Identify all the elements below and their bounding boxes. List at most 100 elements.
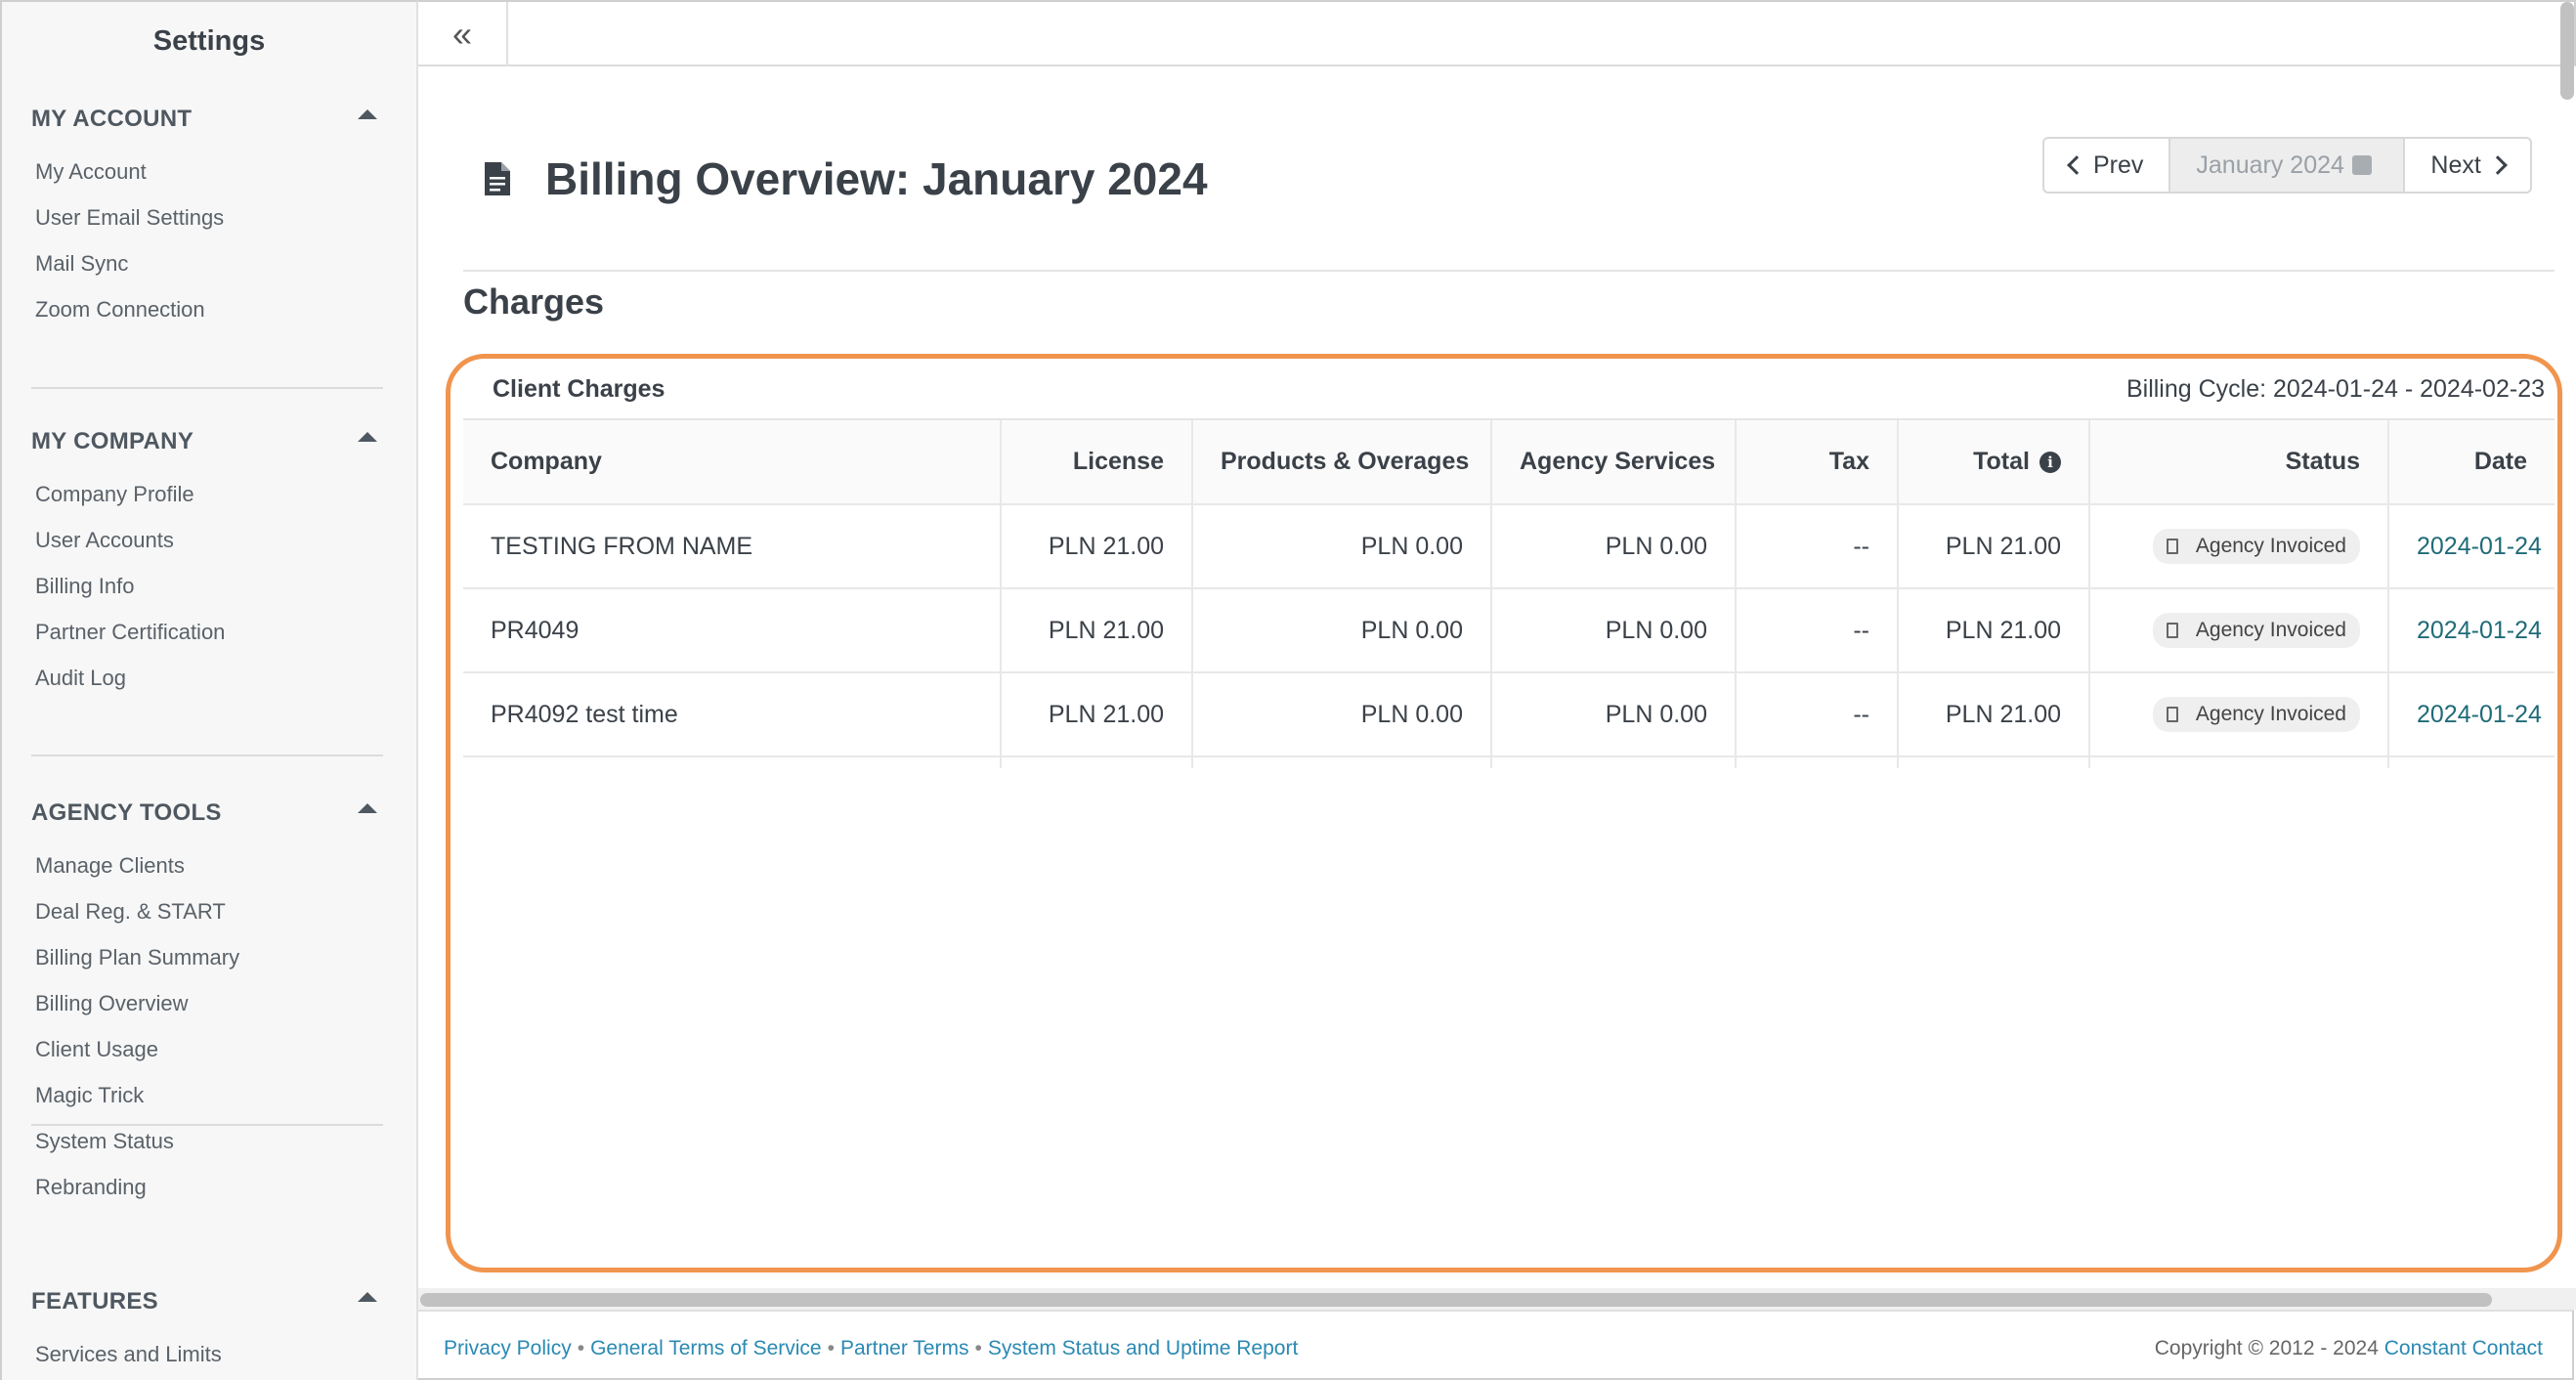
table-header-row: Company License Products & Overages Agen… <box>463 420 2555 505</box>
separator: • <box>577 1337 585 1359</box>
caret-up-icon[interactable] <box>358 109 377 119</box>
sidebar-item-magic-trick[interactable]: Magic Trick <box>35 1083 145 1107</box>
sidebar-section-label: FEATURES <box>31 1288 158 1315</box>
status-label: Agency Invoiced <box>2195 703 2346 725</box>
scrollbar-thumb[interactable] <box>420 1293 2492 1307</box>
sidebar-item-user-accounts[interactable]: User Accounts <box>35 528 174 552</box>
sidebar-item-company-profile[interactable]: Company Profile <box>35 482 194 506</box>
date-link[interactable]: 2024-01-24 <box>2388 504 2555 589</box>
sidebar-item-mail-sync[interactable]: Mail Sync <box>35 251 129 276</box>
sidebar-item-deal-reg-start[interactable]: Deal Reg. & START <box>35 899 226 924</box>
sidebar-item-rebranding[interactable]: Rebranding <box>35 1175 147 1199</box>
table-row[interactable]: TESTING FROM NAME PLN 21.00 PLN 0.00 PLN 0.… <box>463 504 2555 589</box>
date-link[interactable]: 2024-01-24 <box>2388 588 2555 673</box>
sidebar-section-header[interactable]: MY COMPANY <box>2 422 416 461</box>
status-badge: Agency Invoiced <box>2152 697 2360 732</box>
horizontal-scrollbar[interactable] <box>418 1288 2576 1310</box>
title-row: Billing Overview: January 2024 <box>463 143 2555 221</box>
sidebar-section-header[interactable]: AGENCY TOOLS <box>2 794 416 833</box>
status-badge: Agency Invoiced <box>2152 529 2360 564</box>
sidebar-item-billing-overview[interactable]: Billing Overview <box>35 991 189 1015</box>
sidebar-item-billing-info[interactable]: Billing Info <box>35 574 135 598</box>
sidebar-item-services-and-limits[interactable]: Services and Limits <box>35 1342 222 1366</box>
sidebar-section-agency-tools: AGENCY TOOLS Manage Clients Deal Reg. & ST… <box>2 794 416 1210</box>
table-row[interactable]: PR4049 PLN 21.00 PLN 0.00 PLN 0.00 -- PLN 21.… <box>463 588 2555 673</box>
column-header-company[interactable]: Company <box>463 420 1002 505</box>
sidebar-item-my-account[interactable]: My Account <box>35 159 147 184</box>
cell-company: TESTING FROM NAME <box>463 504 1002 589</box>
cell-status: Agency Invoiced <box>2089 588 2389 673</box>
sidebar-item-audit-log[interactable]: Audit Log <box>35 666 126 690</box>
column-header-license[interactable]: License <box>1001 420 1193 505</box>
separator: • <box>974 1337 982 1359</box>
month-picker[interactable]: January 2024 <box>2170 139 2406 192</box>
sidebar-item-manage-clients[interactable]: Manage Clients <box>35 853 185 878</box>
cell-total: PLN 21.00 <box>1898 672 2090 757</box>
column-header-date[interactable]: Date <box>2388 420 2555 505</box>
cell-status: Agency Invoiced <box>2089 504 2389 589</box>
privacy-policy-link[interactable]: Privacy Policy <box>444 1337 572 1359</box>
cell-services: PLN 0.00 <box>1491 504 1737 589</box>
footer: Privacy Policy • General Terms of Service •… <box>418 1310 2574 1380</box>
date-link[interactable]: 2024-01-24 <box>2388 672 2555 757</box>
system-status-link[interactable]: System Status and Uptime Report <box>987 1337 1299 1359</box>
double-chevron-left-icon: « <box>451 14 473 54</box>
column-header-tax[interactable]: Tax <box>1736 420 1899 505</box>
cell-tax: -- <box>1736 504 1899 589</box>
cell-status: Agency Invoiced <box>2089 672 2389 757</box>
cell-total: PLN 21.00 <box>1898 588 2090 673</box>
column-header-products[interactable]: Products & Overages <box>1192 420 1492 505</box>
sidebar-item-zoom-connection[interactable]: Zoom Connection <box>35 297 205 322</box>
month-label: January 2024 <box>2196 151 2344 179</box>
sidebar-item-partner-certification[interactable]: Partner Certification <box>35 620 226 644</box>
caret-up-icon[interactable] <box>358 432 377 442</box>
caret-up-icon[interactable] <box>358 803 377 813</box>
sidebar-item-list: Services and Limits <box>2 1331 416 1377</box>
copyright: Copyright © 2012 - 2024 Constant Contact <box>2155 1337 2543 1360</box>
column-header-services[interactable]: Agency Services <box>1491 420 1737 505</box>
partner-terms-link[interactable]: Partner Terms <box>839 1337 969 1359</box>
copyright-text: Copyright © 2012 - 2024 <box>2154 1337 2379 1359</box>
sidebar-item-user-email-settings[interactable]: User Email Settings <box>35 205 225 230</box>
sidebar-item-list: Company Profile User Accounts Billing Info… <box>2 471 416 701</box>
table-row[interactable]: PR4092 test time PLN 21.00 PLN 0.00 PLN 0.0… <box>463 672 2555 757</box>
status-badge: Agency Invoiced <box>2152 613 2360 648</box>
column-header-total[interactable]: Total i <box>1898 420 2090 505</box>
vertical-scrollbar[interactable] <box>2560 2 2574 100</box>
card-title: Client Charges <box>493 375 665 403</box>
collapse-sidebar-button[interactable]: « <box>418 2 508 66</box>
sidebar-section-my-account: MY ACCOUNT My Account User Email Settings M… <box>2 100 416 332</box>
document-icon <box>485 162 510 195</box>
constant-contact-link[interactable]: Constant Contact <box>2383 1337 2543 1359</box>
column-header-status[interactable]: Status <box>2089 420 2389 505</box>
sidebar-section-header[interactable]: MY ACCOUNT <box>2 100 416 139</box>
cell-status: Agency Invoiced <box>2089 756 2389 768</box>
sidebar-item-system-status[interactable]: System Status <box>35 1129 174 1153</box>
cell-services: PLN 0.00 <box>1491 588 1737 673</box>
cell-products: PLN 0.00 <box>1192 672 1492 757</box>
cell-license: PLN 21.00 <box>1001 672 1193 757</box>
sidebar-section-header[interactable]: FEATURES <box>2 1282 416 1321</box>
sidebar-section-label: MY COMPANY <box>31 428 194 454</box>
date-link[interactable]: 2024-01-24 <box>2388 756 2555 768</box>
cell-tax: -- <box>1736 588 1899 673</box>
invoice-icon <box>2166 623 2178 638</box>
info-icon[interactable]: i <box>2039 452 2061 474</box>
cell-company: PR4092 test time <box>463 672 1002 757</box>
prev-month-button[interactable]: Prev <box>2044 139 2171 192</box>
next-month-button[interactable]: Next <box>2405 139 2529 192</box>
caret-up-icon[interactable] <box>358 1292 377 1302</box>
footer-links: Privacy Policy • General Terms of Service •… <box>444 1337 1298 1360</box>
charges-table: Company License Products & Overages Agen… <box>463 420 2555 768</box>
sidebar-title: Settings <box>152 25 266 57</box>
sidebar-item-billing-plan-summary[interactable]: Billing Plan Summary <box>35 945 240 970</box>
cell-services: PLN 0.00 <box>1491 756 1737 768</box>
sidebar-divider <box>31 1124 383 1126</box>
terms-of-service-link[interactable]: General Terms of Service <box>590 1337 822 1359</box>
sidebar-item-client-usage[interactable]: Client Usage <box>35 1037 158 1061</box>
sidebar-section-my-company: MY COMPANY Company Profile User Accounts Bi… <box>2 422 416 701</box>
divider <box>463 270 2555 272</box>
sidebar-section-label: MY ACCOUNT <box>31 106 193 132</box>
charges-heading: Charges <box>463 281 605 322</box>
